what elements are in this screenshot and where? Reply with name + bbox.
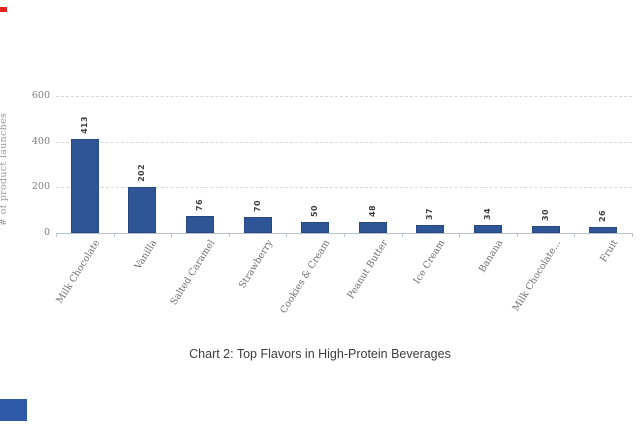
bar (589, 227, 618, 233)
bar-value-label: 30 (540, 209, 550, 222)
bar (128, 186, 157, 233)
bar (70, 138, 99, 233)
bar-value-label: 76 (195, 198, 204, 211)
x-category-label: Fruit (598, 238, 621, 265)
x-category-label: Ice Cream (411, 238, 448, 287)
x-axis-tick (401, 233, 403, 237)
y-tick-label: 600 (31, 90, 50, 101)
y-axis-title: # of product launches (0, 112, 9, 226)
y-tick-label: 400 (31, 135, 50, 147)
x-axis-tick (228, 233, 230, 237)
x-axis-tick (459, 233, 461, 237)
bar-value-label: 48 (367, 205, 377, 218)
gridline (56, 187, 632, 189)
bar-value-label: 413 (79, 115, 89, 134)
bar (416, 224, 445, 233)
x-category-label: Salted Caramel (168, 238, 218, 308)
plot-area: 413 202 76 70 50 48 37 34 30 26 (56, 96, 632, 233)
x-axis-tick (516, 233, 518, 237)
x-category-label: Vanilla (133, 238, 160, 272)
y-tick-label: 0 (43, 227, 50, 238)
gridline (56, 141, 632, 143)
bar-value-label: 50 (310, 204, 320, 217)
red-edge-mark (0, 7, 7, 12)
x-category-label: Cookies & Cream (278, 238, 333, 316)
gridline (56, 96, 632, 97)
x-axis-tick (171, 233, 173, 237)
bar (474, 225, 502, 233)
x-category-label: Milk Chocolate... (510, 238, 563, 314)
bar (243, 217, 272, 233)
bar-value-label: 202 (137, 163, 147, 182)
blue-edge-mark (0, 399, 27, 421)
x-category-label: Strawberry (236, 238, 275, 291)
x-axis-tick (56, 233, 57, 237)
bar (186, 215, 214, 233)
x-axis-tick (113, 233, 115, 237)
y-tick-label: 200 (31, 181, 50, 193)
bar-value-label: 34 (483, 208, 492, 221)
x-category-label: Peanut Butter (345, 238, 391, 301)
x-axis-tick (286, 233, 288, 237)
bar (358, 222, 387, 233)
bar-value-label: 70 (252, 200, 262, 213)
chart-caption: Chart 2: Top Flavors in High-Protein Bev… (189, 347, 451, 361)
bar (531, 226, 560, 233)
bar-value-label: 37 (425, 207, 435, 220)
bar (301, 221, 330, 233)
bar-value-label: 26 (598, 210, 608, 223)
x-axis-tick (574, 233, 576, 237)
x-axis-tick (344, 233, 345, 237)
x-axis-tick (632, 233, 633, 237)
x-category-label: Banana (476, 238, 506, 275)
x-category-label: Milk Chocolate (54, 238, 103, 306)
